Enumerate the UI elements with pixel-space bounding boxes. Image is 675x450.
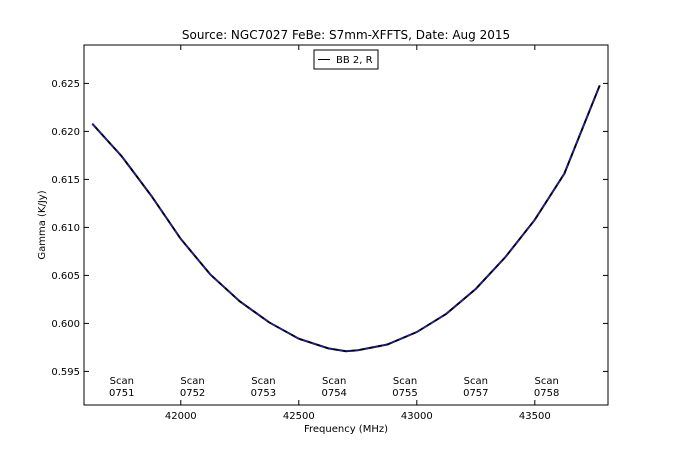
scan-label: Scan: [464, 376, 488, 387]
scan-number: 0753: [251, 388, 276, 399]
scan-label: Scan: [180, 376, 204, 387]
y-axis-label: Gamma (K/Jy): [37, 190, 48, 259]
scan-number: 0755: [392, 388, 417, 399]
y-tick-label: 0.605: [51, 271, 80, 282]
scan-annotations: Scan0751Scan0752Scan0753Scan0754Scan0755…: [109, 376, 559, 399]
scan-label: Scan: [110, 376, 134, 387]
y-tick-label: 0.615: [51, 175, 80, 186]
scan-label: Scan: [534, 376, 558, 387]
scan-number: 0754: [321, 388, 346, 399]
scan-number: 0751: [109, 388, 134, 399]
x-axis-label: Frequency (MHz): [304, 424, 388, 435]
scan-label: Scan: [251, 376, 275, 387]
legend-box: [313, 49, 379, 70]
y-tick-label: 0.620: [51, 127, 80, 138]
y-tick-label: 0.600: [51, 319, 80, 330]
scan-label: Scan: [393, 376, 417, 387]
x-tick-label: 43500: [519, 411, 551, 422]
scan-number: 0758: [534, 388, 559, 399]
x-tick-label: 42000: [165, 411, 197, 422]
x-tick-label: 42500: [283, 411, 315, 422]
chart-title: Source: NGC7027 FeBe: S7mm-XFFTS, Date: …: [182, 28, 510, 42]
scan-number: 0752: [180, 388, 205, 399]
y-tick-label: 0.625: [51, 79, 80, 90]
scan-number: 0757: [463, 388, 488, 399]
scan-label: Scan: [322, 376, 346, 387]
legend-entry-label: BB 2, R: [336, 55, 373, 66]
plot-area: [91, 84, 601, 353]
x-tick-label: 43000: [401, 411, 433, 422]
legend: BB 2, R: [313, 49, 379, 70]
plot-frame: [83, 44, 609, 406]
y-tick-label: 0.595: [51, 367, 80, 378]
series-line-fit: [91, 85, 601, 352]
y-tick-label: 0.610: [51, 223, 80, 234]
axis-ticks: 42000 42500 43000 43500 0.595 0.600 0.605 0.610…: [51, 45, 608, 422]
